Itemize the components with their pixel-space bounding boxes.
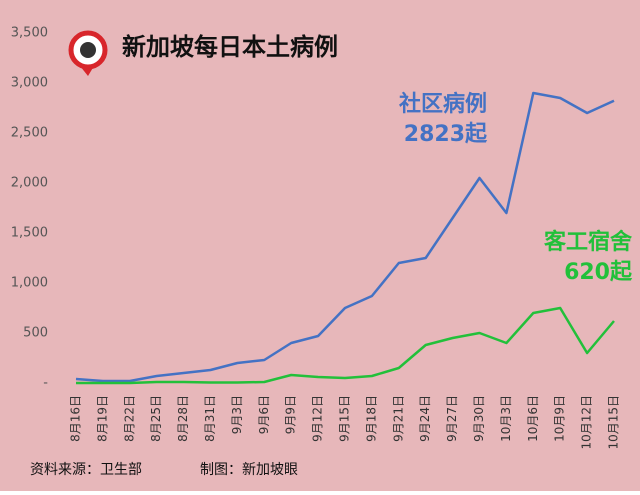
y-tick-label: - bbox=[43, 376, 48, 391]
x-tick-label: 9月24日 bbox=[418, 395, 432, 442]
series-label: 社区病例 bbox=[399, 91, 487, 117]
series-line bbox=[76, 306, 615, 385]
x-tick-label: 9月21日 bbox=[391, 395, 405, 442]
y-tick-label: 2,000 bbox=[11, 176, 48, 191]
x-tick-label: 9月18日 bbox=[364, 395, 378, 442]
y-tick-label: 2,500 bbox=[11, 126, 48, 141]
value-label: 2823起 bbox=[404, 122, 488, 147]
x-tick-label: 9月3日 bbox=[230, 395, 244, 434]
source: 资料来源：卫生部 bbox=[30, 462, 142, 478]
x-tick-label: 10月15日 bbox=[607, 395, 621, 450]
x-tick-label: 9月30日 bbox=[472, 395, 486, 442]
y-tick-label: 3,500 bbox=[11, 26, 48, 41]
x-tick-label: 8月16日 bbox=[69, 395, 83, 442]
x-tick-label: 9月9日 bbox=[284, 395, 298, 434]
x-tick-label: 9月27日 bbox=[445, 395, 459, 442]
y-tick-label: 500 bbox=[23, 326, 48, 341]
x-tick-label: 10月9日 bbox=[553, 395, 567, 442]
x-tick-label: 10月12日 bbox=[580, 395, 594, 450]
x-tick-label: 8月22日 bbox=[122, 395, 136, 442]
x-tick-label: 10月6日 bbox=[526, 395, 540, 442]
x-tick-label: 8月28日 bbox=[176, 395, 190, 442]
x-tick-label: 9月6日 bbox=[257, 395, 271, 434]
y-tick-label: 3,000 bbox=[11, 76, 48, 91]
y-tick-label: 1,500 bbox=[11, 226, 48, 241]
chart-title: 新加坡每日本土病例 bbox=[122, 33, 338, 61]
series-line bbox=[75, 91, 615, 383]
credit: 制图：新加坡眼 bbox=[200, 462, 298, 478]
x-tick-label: 8月19日 bbox=[95, 395, 109, 442]
series-label: 客工宿舍 bbox=[544, 229, 633, 255]
value-label: 620起 bbox=[564, 260, 633, 285]
x-tick-label: 10月3日 bbox=[499, 395, 513, 442]
logo bbox=[68, 30, 108, 76]
x-tick-label: 9月12日 bbox=[311, 395, 325, 442]
x-tick-label: 8月31日 bbox=[203, 395, 217, 442]
x-tick-label: 9月15日 bbox=[338, 395, 352, 442]
x-tick-label: 8月25日 bbox=[149, 395, 163, 442]
y-tick-label: 1,000 bbox=[11, 276, 48, 291]
